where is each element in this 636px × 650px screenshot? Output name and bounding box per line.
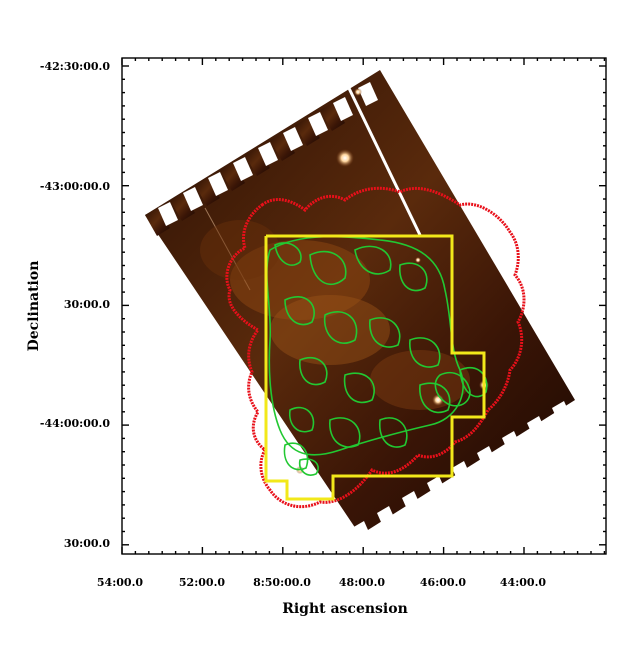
x-tick-labels: 54:00.0 52:00.0 8:50:00.0 48:00.0 46:00.… <box>97 576 547 589</box>
x-tick-label: 8:50:00.0 <box>253 576 311 589</box>
x-tick-label: 48:00.0 <box>339 576 386 589</box>
y-axis-title: Declination <box>26 261 42 352</box>
y-tick-label: -44:00:00.0 <box>40 417 110 430</box>
survey-region <box>264 234 486 501</box>
x-axis-title: Right ascension <box>282 601 408 617</box>
red-contour <box>225 186 526 509</box>
y-tick-labels: -42:30:00.0 -43:00:00.0 30:00.0 -44:00:0… <box>40 60 110 550</box>
axis-ticks <box>121 58 606 554</box>
y-tick-label: 30:00.0 <box>64 298 111 311</box>
x-tick-label: 54:00.0 <box>97 576 144 589</box>
x-tick-label: 44:00.0 <box>500 576 547 589</box>
y-tick-label: -42:30:00.0 <box>40 60 110 73</box>
x-tick-label: 52:00.0 <box>179 576 226 589</box>
green-contours <box>266 235 488 476</box>
y-tick-label: -43:00:00.0 <box>40 180 110 193</box>
y-tick-label: 30:00.0 <box>64 537 111 550</box>
x-tick-label: 46:00.0 <box>420 576 467 589</box>
